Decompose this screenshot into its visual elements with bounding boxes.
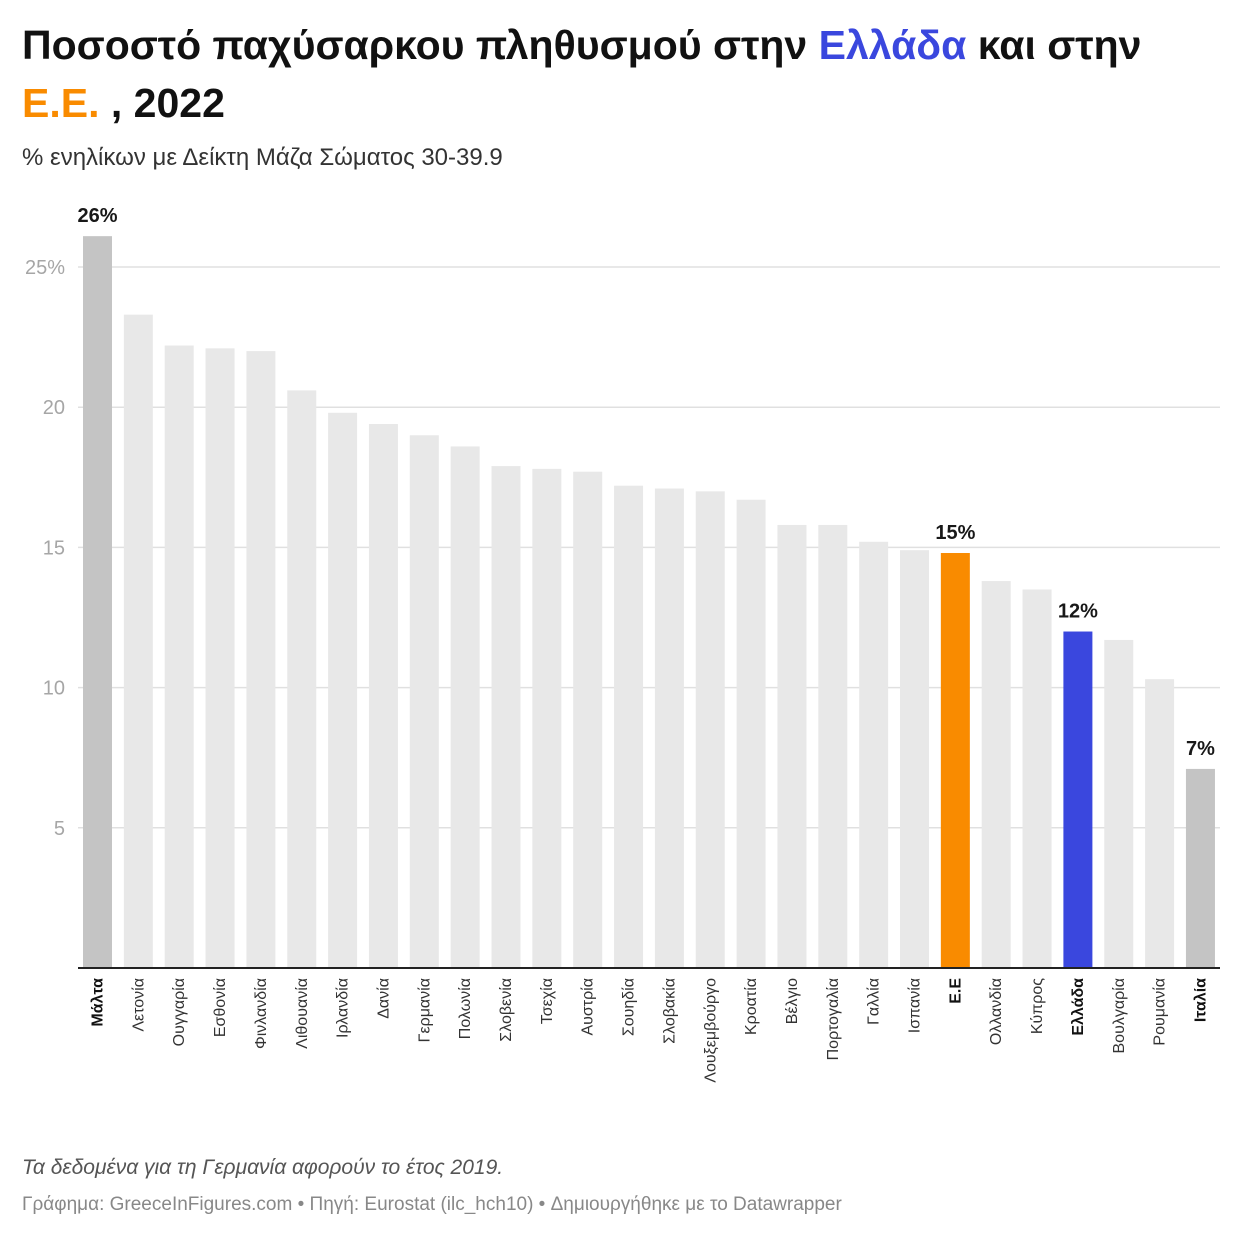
category-label: Εσθονία — [212, 978, 229, 1037]
bar — [164, 345, 194, 969]
category-label: Κροατία — [743, 978, 760, 1035]
y-tick-label: 25% — [25, 257, 65, 279]
category-label: Φινλανδία — [253, 978, 270, 1049]
category-label: Πολωνία — [457, 978, 474, 1039]
category-label: Ε.Ε — [947, 978, 964, 1004]
bar — [1022, 589, 1052, 968]
category-label: Ολλανδία — [988, 978, 1005, 1045]
bar — [1145, 679, 1175, 968]
bar — [859, 541, 889, 968]
value-label: 7% — [1186, 738, 1215, 760]
bars — [83, 236, 1215, 969]
chart-subtitle: % ενηλίκων με Δείκτη Μάζα Σώματος 30-39.… — [22, 144, 503, 171]
bar — [123, 314, 153, 969]
category-labels: Μάλτα Λετονία Ουγγαρία Εσθονία Φινλανδία Λιθο… — [90, 978, 1210, 1083]
category-label: Ιρλανδία — [335, 978, 352, 1038]
value-labels: 26% 15% 12% 7% — [77, 205, 1215, 760]
bar — [246, 351, 276, 968]
category-label: Λιθουανία — [294, 978, 311, 1049]
category-label: Πορτογαλία — [825, 978, 842, 1060]
category-label: Σουηδία — [621, 978, 638, 1036]
category-label: Τσεχία — [539, 978, 556, 1024]
bar — [409, 435, 439, 968]
bar — [614, 485, 644, 968]
value-label: 15% — [935, 522, 975, 544]
bar — [940, 553, 970, 968]
value-label: 26% — [77, 205, 117, 227]
bar — [695, 491, 725, 968]
bar — [654, 488, 684, 968]
bar — [1185, 768, 1215, 968]
bar — [205, 348, 235, 968]
footnote: Τα δεδομένα για τη Γερμανία αφορούν το έ… — [22, 1156, 504, 1179]
category-label: Ελλάδα — [1070, 978, 1087, 1036]
title-text-start: Ποσοστό παχύσαρκου πληθυσμού στην — [22, 22, 819, 68]
y-tick-label: 20 — [43, 397, 65, 419]
bar — [573, 471, 603, 968]
y-tick-label: 15 — [43, 537, 65, 559]
title-text-end: , 2022 — [99, 80, 225, 126]
y-tick-label: 5 — [54, 818, 65, 840]
bar — [287, 390, 317, 969]
title-greece-highlight: Ελλάδα — [818, 22, 967, 68]
bar — [450, 446, 480, 968]
bar — [900, 550, 929, 968]
category-label: Λετονία — [130, 978, 147, 1032]
bar — [368, 424, 398, 968]
category-label: Βέλγιο — [784, 978, 801, 1024]
y-axis-tick-labels: 5 10 15 20 25% — [25, 257, 65, 840]
category-label: Ουγγαρία — [171, 978, 188, 1046]
title-text-middle: και στην — [966, 22, 1142, 68]
category-label: Βουλγαρία — [1111, 978, 1128, 1053]
bar — [1104, 639, 1134, 968]
title-eu-highlight: Ε.Ε. — [22, 80, 100, 126]
bar — [981, 581, 1011, 968]
category-label: Ιταλία — [1192, 978, 1209, 1022]
category-label: Γαλλία — [866, 978, 883, 1025]
bar-chart: 5 10 15 20 25% 26% 15% 12% 7% Μάλτα Λετονία Ουγγα… — [25, 205, 1220, 1083]
category-label: Ισπανία — [907, 978, 924, 1033]
category-label: Σλοβενία — [498, 978, 515, 1042]
bar — [532, 468, 562, 968]
bar — [83, 236, 112, 968]
bar — [1063, 631, 1093, 968]
category-label: Μάλτα — [90, 978, 107, 1027]
category-label: Ρουμανία — [1152, 978, 1169, 1046]
category-label: Αυστρία — [580, 978, 597, 1036]
category-label: Γερμανία — [416, 978, 433, 1042]
y-tick-label: 10 — [43, 678, 65, 700]
bar — [818, 524, 848, 968]
source-credits: Γράφημα: GreeceInFigures.com • Πηγή: Eur… — [22, 1194, 842, 1215]
bar — [777, 524, 807, 968]
bar — [491, 466, 521, 968]
category-label: Δανία — [375, 978, 392, 1019]
bar — [736, 499, 766, 968]
chart-title: Ποσοστό παχύσαρκου πληθυσμού στην Ελλάδα… — [22, 16, 1222, 132]
category-label: Λουξεμβούργο — [702, 978, 719, 1083]
category-label: Κύπρος — [1029, 978, 1046, 1034]
value-label: 12% — [1058, 601, 1098, 623]
category-label: Σλοβακία — [661, 978, 678, 1044]
bar — [328, 412, 358, 968]
